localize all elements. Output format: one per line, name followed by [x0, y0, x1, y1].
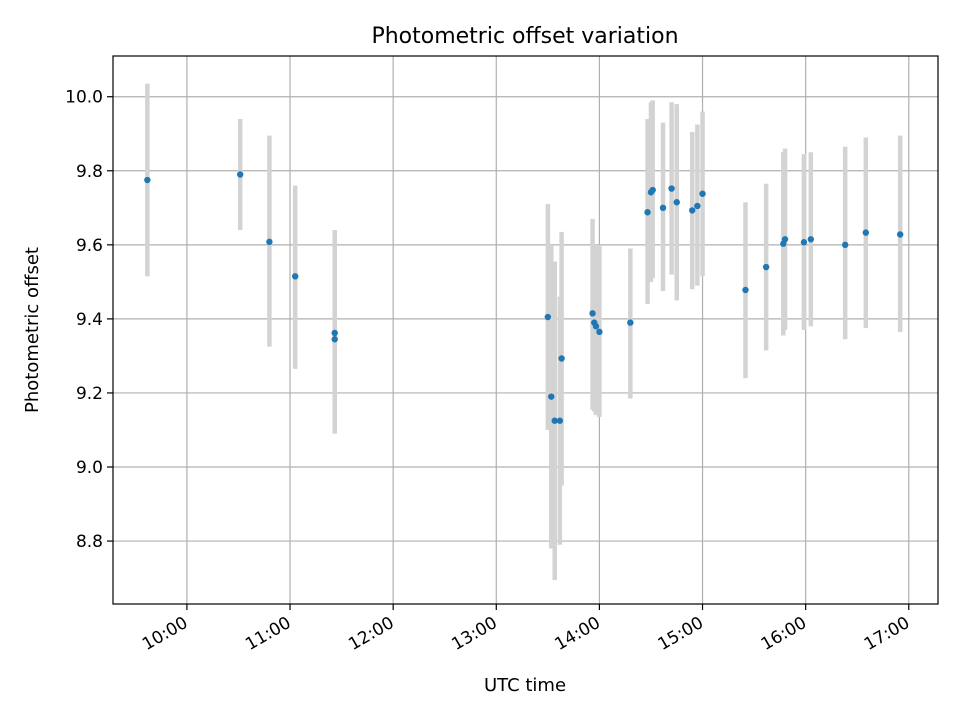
- chart-title: Photometric offset variation: [371, 24, 678, 49]
- y-tick-label: 9.0: [76, 458, 103, 478]
- data-point: [548, 393, 555, 400]
- data-point: [694, 202, 701, 210]
- data-point: [331, 336, 338, 343]
- y-axis-label: Photometric offset: [22, 247, 43, 413]
- data-point: [596, 328, 603, 336]
- data-point: [266, 238, 273, 246]
- data-point: [544, 313, 552, 321]
- data-point: [742, 286, 749, 294]
- plot-area: [113, 56, 938, 604]
- data-point: [896, 231, 904, 238]
- y-tick-label: 9.4: [76, 310, 103, 330]
- data-point: [551, 417, 558, 424]
- data-point: [627, 319, 634, 326]
- y-axis: 8.8 9.0 9.2 9.4 9.6 9.8 10.0: [65, 88, 113, 552]
- data-point: [558, 355, 565, 362]
- y-tick-label: 8.8: [76, 532, 103, 552]
- data-points: [144, 171, 904, 424]
- plot-frame: [112, 55, 939, 605]
- y-tick-label: 9.6: [76, 236, 103, 256]
- data-point: [144, 176, 151, 184]
- data-point: [807, 236, 815, 243]
- data-point: [781, 236, 789, 243]
- data-point: [762, 263, 770, 271]
- data-point: [589, 310, 596, 317]
- data-point: [689, 207, 696, 214]
- data-point: [800, 239, 808, 246]
- y-tick-label: 9.8: [76, 162, 103, 182]
- y-tick-label: 10.0: [65, 88, 103, 108]
- grid: [113, 56, 938, 604]
- data-point: [291, 273, 299, 280]
- data-point: [668, 185, 675, 192]
- data-point: [331, 329, 338, 337]
- data-point: [644, 209, 651, 216]
- y-tick-label: 9.2: [76, 384, 103, 404]
- x-axis-label: UTC time: [484, 675, 566, 696]
- data-point: [862, 229, 870, 236]
- data-point: [699, 190, 706, 197]
- data-point: [556, 417, 564, 424]
- data-point: [236, 171, 244, 178]
- data-point: [659, 204, 667, 212]
- data-point: [592, 323, 600, 330]
- data-point: [673, 199, 680, 206]
- data-point: [841, 241, 849, 249]
- data-point: [649, 186, 656, 194]
